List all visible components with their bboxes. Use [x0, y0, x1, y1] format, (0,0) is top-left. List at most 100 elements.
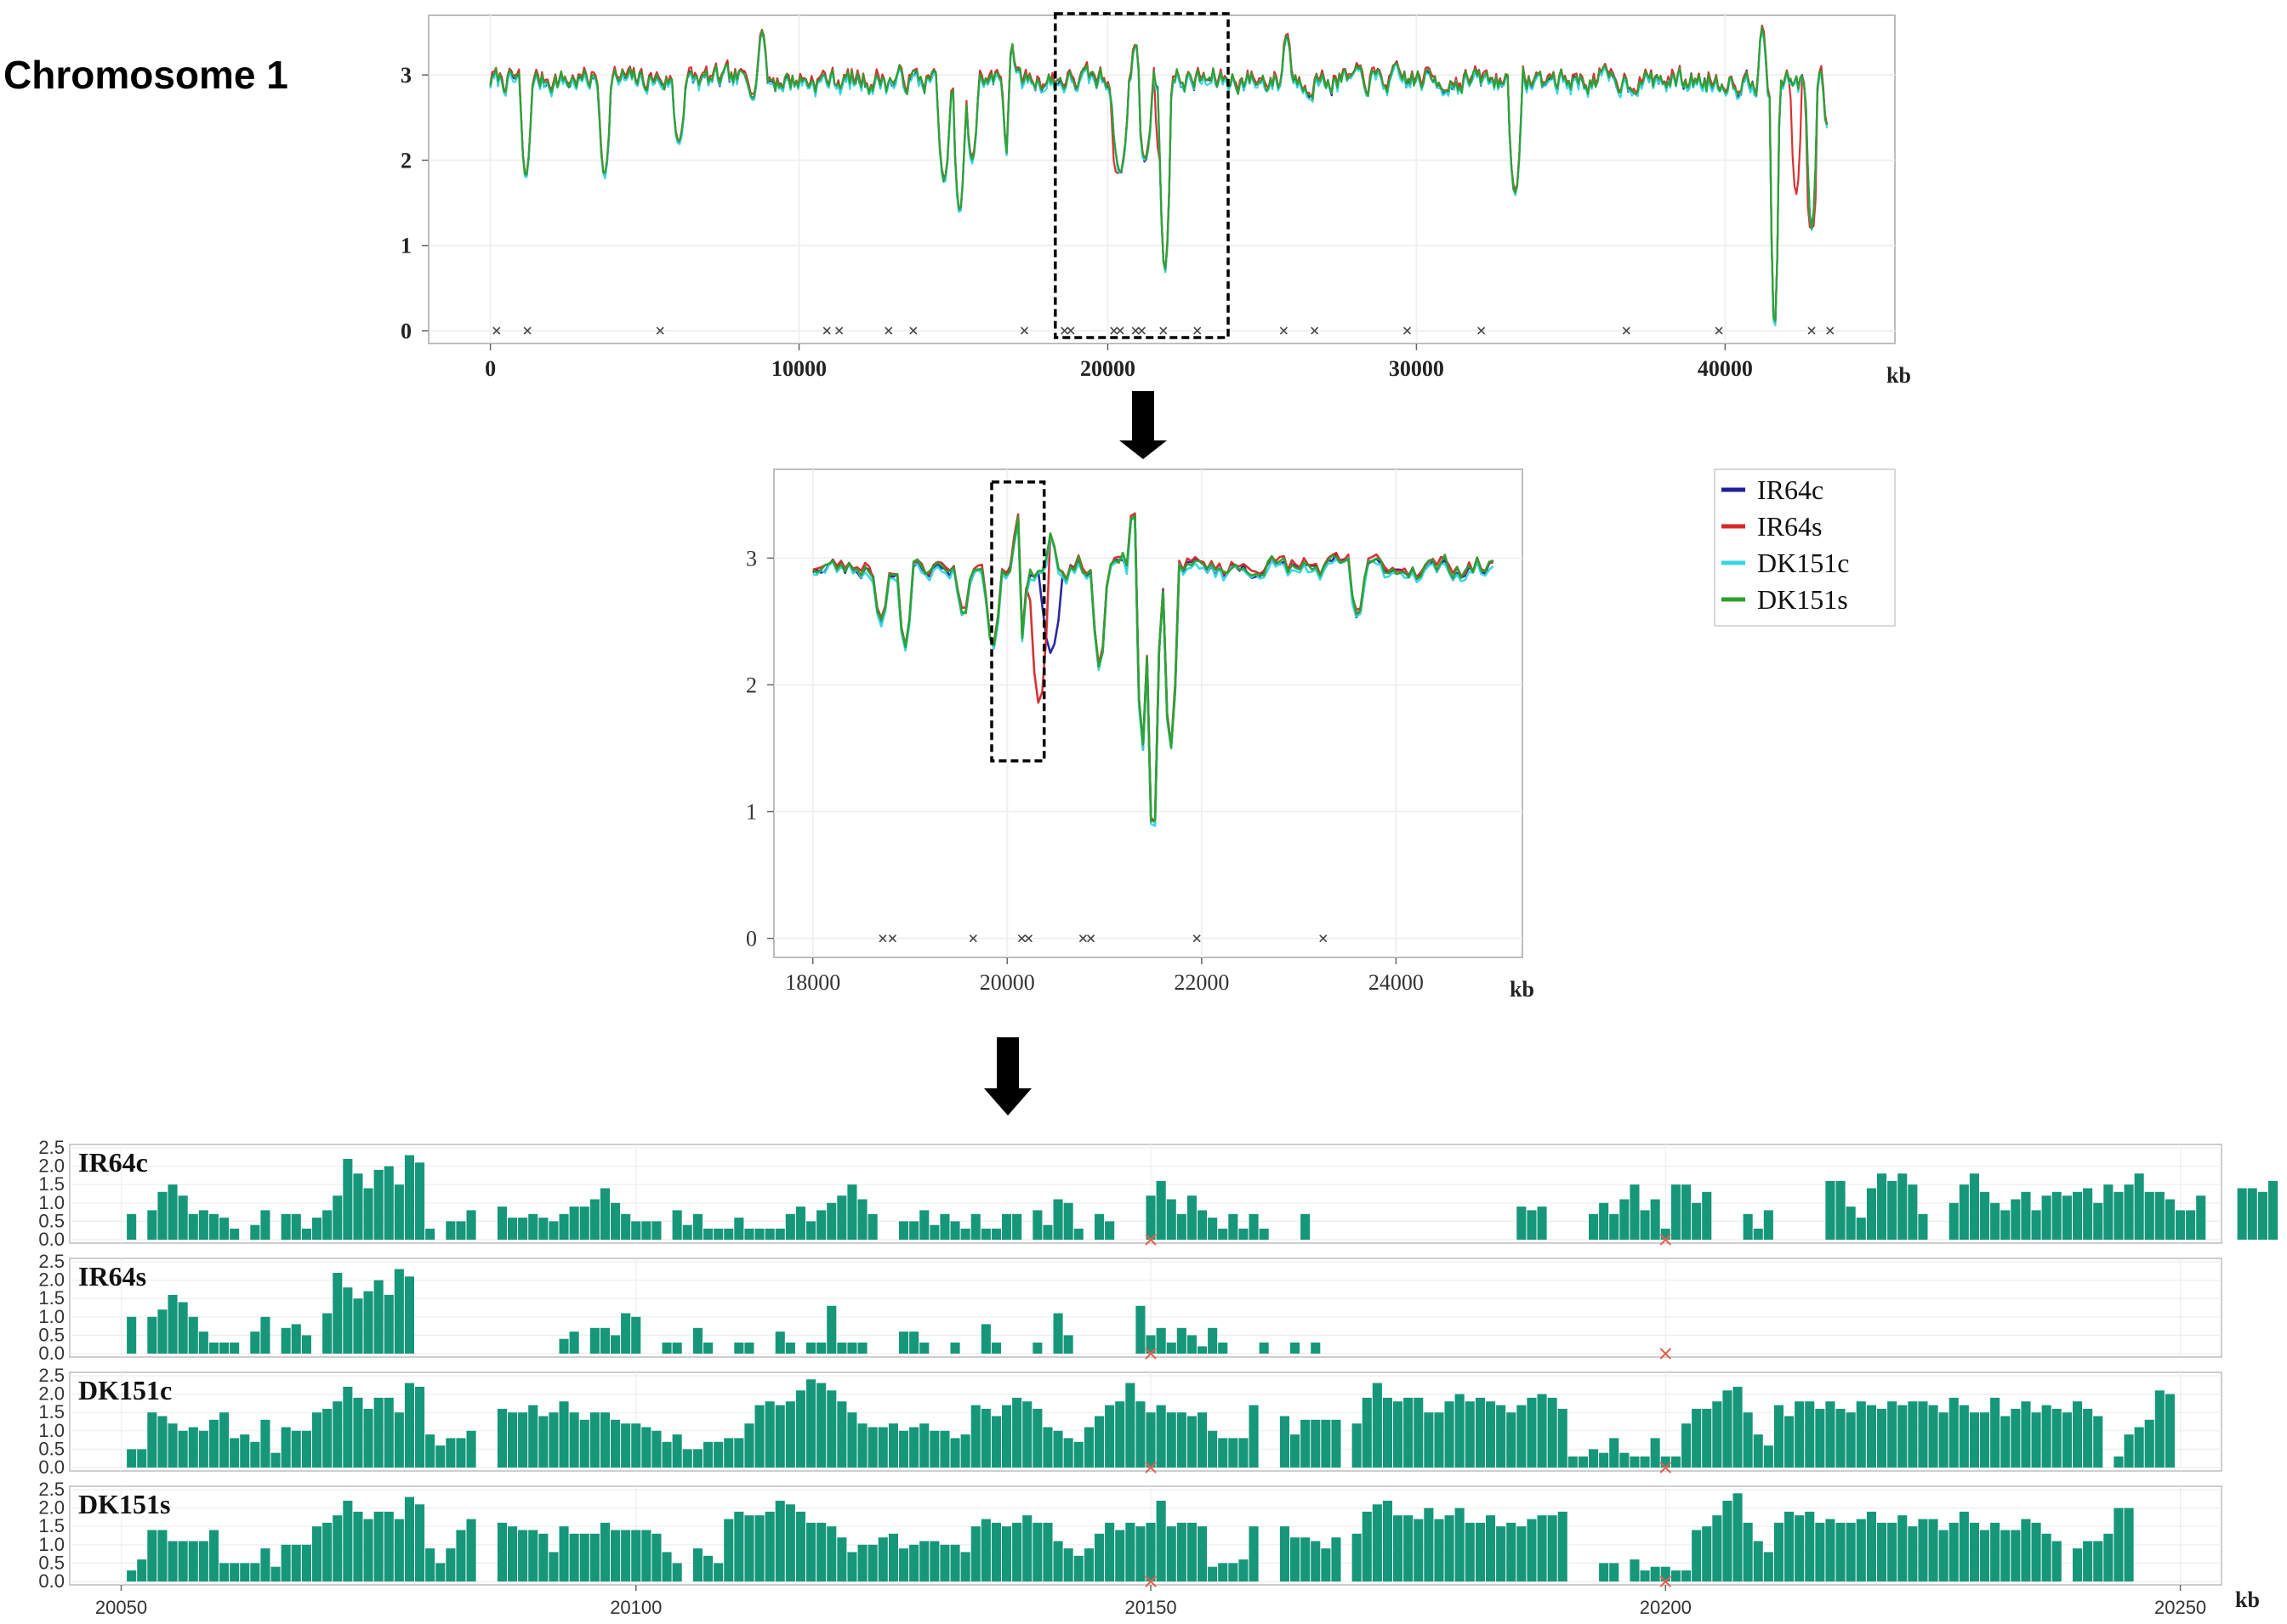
- bar-panel-dk151c: 0.00.51.01.52.02.5 DK151c: [38, 1365, 2222, 1478]
- bar-ir64c-18: [312, 1218, 322, 1240]
- bar-dk151c-126: [1424, 1412, 1434, 1468]
- bar-dk151c-194: [2124, 1434, 2134, 1468]
- bar-dk151c-48: [621, 1423, 631, 1468]
- bar-dk151c-131: [1475, 1397, 1485, 1468]
- bar-ir64c-183: [2011, 1199, 2021, 1240]
- legend-label-ir64c: IR64c: [1757, 474, 1823, 505]
- top-x-axis-label: kb: [1886, 363, 1911, 388]
- bar-dk151c-172: [1897, 1405, 1908, 1468]
- bar-y-tick-ir64s-1: 0.5: [38, 1324, 65, 1345]
- bar-dk151s-146: [1630, 1559, 1640, 1581]
- bar-ir64s-105: [1208, 1327, 1218, 1354]
- bar-dk151c-57: [714, 1441, 724, 1468]
- bar-dk151c-85: [1002, 1405, 1012, 1468]
- top-gene-marker-9: [1067, 327, 1075, 335]
- bar-dk151c-3: [157, 1416, 168, 1468]
- bar-ir64c-137: [1537, 1207, 1547, 1240]
- middle-series-lines: [812, 512, 1494, 827]
- bar-ir64c-157: [1743, 1213, 1753, 1240]
- bar-dk151c-1: [137, 1449, 147, 1468]
- bar-dk151c-87: [1022, 1401, 1033, 1468]
- bar-dk151s-92: [1073, 1555, 1084, 1581]
- bar-dk151c-132: [1486, 1401, 1496, 1468]
- middle-y-tick-labels: 0 1 2 3: [746, 546, 774, 951]
- bar-dk151c-157: [1743, 1412, 1753, 1468]
- bar-panel-ir64c: 0.00.51.01.52.02.5 IR64c: [38, 1137, 2278, 1250]
- bar-dk151c-125: [1414, 1397, 1424, 1468]
- bar-ir64s-66: [806, 1343, 816, 1354]
- bar-ir64c-145: [1619, 1199, 1630, 1240]
- bar-dk151s-170: [1877, 1522, 1887, 1581]
- bar-dk151c-21: [343, 1387, 353, 1468]
- bar-ir64s-26: [394, 1269, 404, 1354]
- bar-dk151c-156: [1732, 1387, 1743, 1468]
- bar-dk151s-122: [1382, 1501, 1392, 1581]
- bar-ir64c-57: [714, 1229, 724, 1240]
- bar-dk151c-178: [1959, 1405, 1969, 1468]
- bar-ir64c-143: [1599, 1202, 1609, 1240]
- bar-dk151s-138: [1547, 1515, 1557, 1581]
- bar-ir64c-77: [919, 1210, 930, 1240]
- bar-ir64c-190: [2083, 1188, 2093, 1240]
- top-y-tick-3: 3: [401, 63, 412, 88]
- bar-dk151c-14: [270, 1452, 281, 1468]
- bar-dk151s-56: [703, 1555, 714, 1581]
- bar-dk151c-24: [373, 1397, 384, 1468]
- bar-ir64c-187: [2051, 1191, 2062, 1240]
- bar-ir64c-179: [1969, 1173, 1979, 1240]
- bar-dk151c-181: [1990, 1397, 2000, 1468]
- bar-dk151c-187: [2051, 1408, 2062, 1468]
- bar-dk151s-80: [950, 1544, 960, 1581]
- bar-dk151c-83: [981, 1408, 991, 1468]
- top-gene-marker-8: [1061, 327, 1069, 335]
- bar-dk151s-94: [1095, 1533, 1105, 1581]
- bar-ir64c-25: [384, 1166, 394, 1240]
- bar-dk151c-10: [230, 1438, 240, 1468]
- bar-dk151s-189: [2073, 1548, 2083, 1581]
- bar-ir64s-47: [611, 1335, 621, 1354]
- bar-dk151s-133: [1496, 1526, 1506, 1581]
- bar-dk151c-163: [1805, 1401, 1815, 1468]
- top-gene-marker-20: [1622, 327, 1630, 335]
- bar-dk151c-177: [1949, 1397, 1959, 1468]
- bar-dk151s-96: [1115, 1530, 1125, 1581]
- bar-dk151s-166: [1835, 1522, 1846, 1581]
- bar-dk151c-182: [2000, 1416, 2011, 1468]
- bar-dk151s-14: [270, 1566, 281, 1581]
- bar-ir64c-66: [806, 1221, 816, 1240]
- bar-dk151c-171: [1887, 1401, 1897, 1468]
- bar-ir64c-142: [1589, 1213, 1599, 1240]
- bar-ir64c-108: [1238, 1229, 1249, 1240]
- bar-ir64c-158: [1753, 1229, 1763, 1240]
- bar-ir64c-102: [1176, 1213, 1186, 1240]
- bar-dk151c-73: [878, 1427, 888, 1468]
- middle-gene-marker-3: [1017, 934, 1026, 943]
- bar-dk151s-108: [1238, 1559, 1249, 1581]
- bar-dk151s-60: [744, 1515, 754, 1581]
- bar-dk151c-130: [1465, 1401, 1475, 1468]
- bar-ir64c-174: [1918, 1213, 1928, 1240]
- bar-ir64c-28: [415, 1162, 425, 1240]
- bar-dk151c-153: [1702, 1408, 1712, 1468]
- bar-ir64c-38: [518, 1218, 528, 1240]
- bar-dk151s-129: [1454, 1508, 1465, 1581]
- bar-ir64s-64: [785, 1343, 795, 1354]
- bar-dk151c-123: [1393, 1401, 1403, 1468]
- bar-panels: 0.00.51.01.52.02.5 IR64c 0.00.51.01.52.02.…: [38, 1137, 2278, 1592]
- bar-dk151s-173: [1908, 1526, 1918, 1581]
- bar-dk151c-40: [538, 1416, 549, 1468]
- bar-ir64s-13: [260, 1316, 270, 1354]
- bar-dk151s-32: [456, 1530, 466, 1581]
- bar-dk151s-2: [147, 1530, 157, 1581]
- bar-ir64c-207: [2257, 1191, 2267, 1240]
- bar-ir64c-194: [2124, 1184, 2134, 1240]
- bar-panel-dk151s: 0.00.51.01.52.02.5 DK151s: [38, 1479, 2222, 1592]
- bar-y-tick-ir64c-2: 1.0: [38, 1192, 65, 1213]
- middle-series-line-dk151s: [812, 514, 1493, 823]
- bar-dk151c-109: [1249, 1405, 1259, 1468]
- bar-dk151s-16: [291, 1544, 301, 1581]
- bar-ir64c-94: [1095, 1213, 1105, 1240]
- bar-dk151s-165: [1825, 1519, 1835, 1581]
- bar-ir64c-149: [1660, 1229, 1670, 1240]
- bar-ir64s-48: [621, 1313, 631, 1354]
